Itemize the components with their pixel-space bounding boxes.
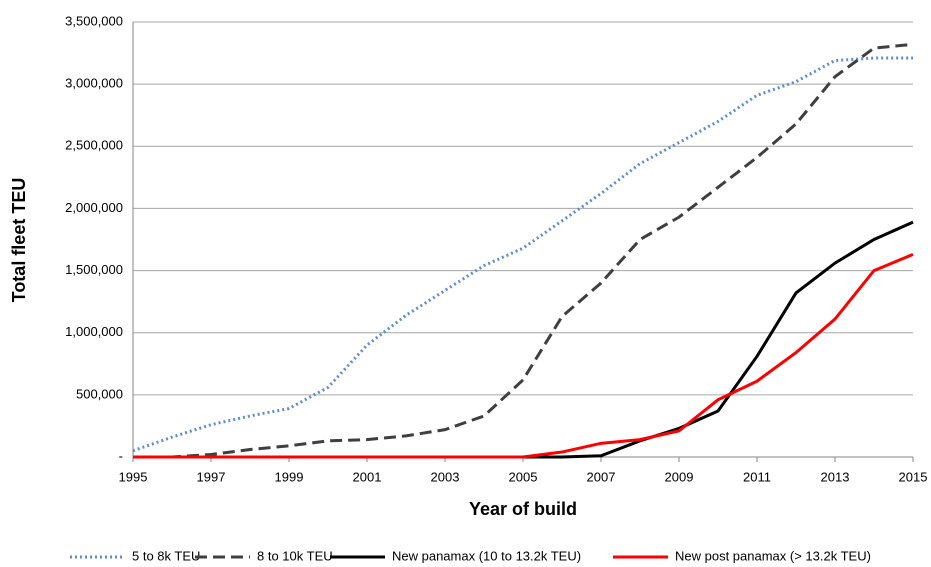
y-tick-label: 2,000,000 <box>65 200 123 215</box>
x-tick-label: 2011 <box>743 469 771 484</box>
x-tick-label: 1997 <box>197 469 226 484</box>
x-tick-label: 2015 <box>899 469 928 484</box>
legend-label: New post panamax (> 13.2k TEU) <box>675 548 871 563</box>
x-tick-label: 2003 <box>431 469 460 484</box>
y-tick-label: 1,500,000 <box>65 262 123 277</box>
y-tick-label: 3,500,000 <box>65 13 123 28</box>
y-tick-label: 2,500,000 <box>65 138 123 153</box>
x-tick-label: 2001 <box>353 469 382 484</box>
y-tick-label: 1,000,000 <box>65 324 123 339</box>
legend-label: New panamax (10 to 13.2k TEU) <box>392 548 581 563</box>
x-axis-title: Year of build <box>469 499 577 519</box>
series-line <box>133 253 914 459</box>
series-line <box>133 42 914 459</box>
x-tick-label: 2009 <box>665 469 694 484</box>
y-tick-label: - <box>119 448 123 463</box>
y-tick-label: 3,000,000 <box>65 76 123 91</box>
legend-label: 8 to 10k TEU <box>257 548 333 563</box>
y-tick-label: 500,000 <box>76 386 123 401</box>
x-tick-label: 1995 <box>119 469 148 484</box>
legend-label: 5 to 8k TEU <box>132 548 200 563</box>
x-tick-label: 2005 <box>509 469 538 484</box>
x-tick-label: 1999 <box>275 469 304 484</box>
x-tick-label: 2013 <box>821 469 850 484</box>
x-tick-label: 2007 <box>587 469 616 484</box>
series-line <box>132 56 913 453</box>
series-line <box>133 220 914 459</box>
y-axis-title: Total fleet TEU <box>9 178 29 303</box>
